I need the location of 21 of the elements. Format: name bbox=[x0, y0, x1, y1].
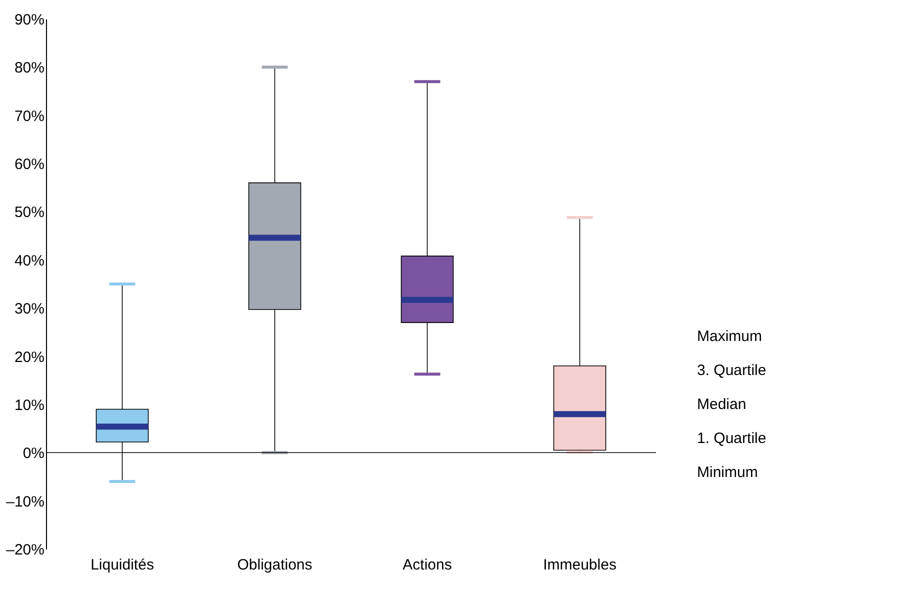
text: Maximum bbox=[697, 328, 762, 345]
x-tick-label: Obligations bbox=[237, 556, 312, 574]
text: Median bbox=[697, 396, 746, 413]
y-tick-label: 60% bbox=[14, 156, 44, 174]
text: 3. Quartile bbox=[697, 362, 766, 379]
y-tick-label: –20% bbox=[6, 542, 44, 558]
x-tick-label: Liquidités bbox=[90, 556, 154, 574]
text: Minimum bbox=[697, 464, 758, 481]
y-tick-label: 40% bbox=[14, 252, 44, 270]
text: 1. Quartile bbox=[697, 430, 766, 447]
y-tick-label: 10% bbox=[14, 396, 44, 414]
x-tick-label: Actions bbox=[402, 556, 452, 574]
x-tick-label: Immeubles bbox=[543, 556, 616, 574]
y-tick-label: 20% bbox=[14, 348, 44, 366]
y-tick-label: –10% bbox=[6, 493, 44, 510]
y-tick-label: 90% bbox=[14, 12, 44, 28]
y-tick-label: 80% bbox=[14, 60, 44, 77]
y-tick-label: 50% bbox=[14, 204, 44, 222]
y-tick-label: 30% bbox=[14, 300, 44, 318]
y-tick-label: 0% bbox=[22, 445, 44, 462]
y-tick-label: 70% bbox=[14, 108, 44, 125]
